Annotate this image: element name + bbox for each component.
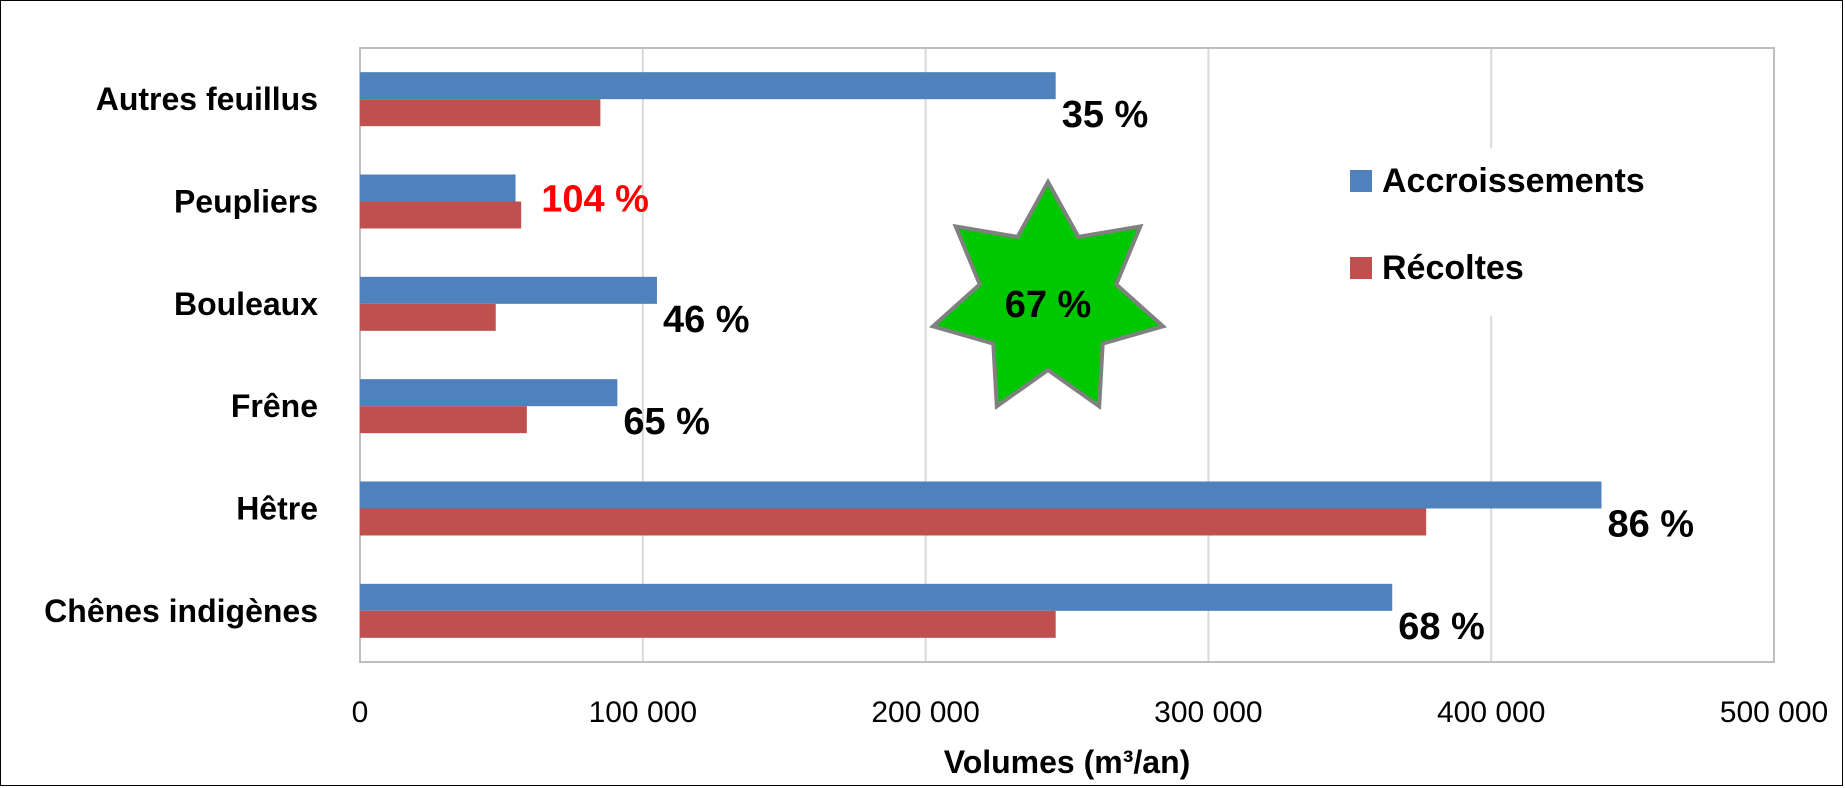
bars <box>360 72 1602 638</box>
bar-accroissements <box>360 276 657 304</box>
category-label: Bouleaux <box>174 286 318 322</box>
bar-accroissements <box>360 379 618 407</box>
legend-label-accroissements: Accroissements <box>1382 162 1645 200</box>
plot-area-border <box>359 47 1775 663</box>
percentage-labels: 35 % 104 % 46 % 65 % 86 % 68 % <box>541 94 1694 648</box>
bar-accroissements <box>360 72 1056 100</box>
star-callout: 67 % <box>928 177 1168 411</box>
percentage-label: 68 % <box>1398 606 1485 648</box>
bar-accroissements <box>360 481 1602 509</box>
legend-label-recoltes: Récoltes <box>1382 249 1524 287</box>
star-callout-label: 67 % <box>1005 284 1092 326</box>
star-shape <box>928 177 1168 411</box>
bar-accroissements <box>360 583 1393 611</box>
bar-recoltes <box>360 406 527 434</box>
x-tick-label: 400 000 <box>1437 696 1545 729</box>
bar-recoltes <box>360 508 1427 536</box>
percentage-label: 46 % <box>663 299 750 341</box>
percentage-label: 104 % <box>541 179 649 221</box>
bar-recoltes <box>360 610 1056 638</box>
x-tick-label: 500 000 <box>1720 696 1828 729</box>
legend-background <box>1340 148 1680 316</box>
x-tick-label: 200 000 <box>871 696 979 729</box>
legend: Accroissements Récoltes <box>1340 148 1680 316</box>
x-tick-labels: 0 100 000 200 000 300 000 400 000 500 000 <box>352 696 1829 729</box>
category-label: Peupliers <box>174 184 318 220</box>
x-axis-title: Volumes (m³/an) <box>944 744 1191 780</box>
x-tick-label: 300 000 <box>1154 696 1262 729</box>
x-tick-label: 100 000 <box>589 696 697 729</box>
x-tick-label: 0 <box>352 696 369 729</box>
category-label: Frêne <box>231 388 318 424</box>
category-label: Autres feuillus <box>96 81 318 117</box>
bar-accroissements <box>360 174 516 202</box>
percentage-label: 35 % <box>1062 94 1149 136</box>
category-label: Chênes indigènes <box>44 593 318 629</box>
category-label: Hêtre <box>236 491 318 527</box>
bar-recoltes <box>360 201 522 229</box>
legend-swatch-recoltes <box>1350 257 1372 279</box>
percentage-label: 86 % <box>1607 504 1694 546</box>
percentage-label: 65 % <box>623 401 710 443</box>
bar-recoltes <box>360 303 496 331</box>
legend-swatch-accroissements <box>1350 170 1372 192</box>
bar-recoltes <box>360 99 601 127</box>
category-labels: Autres feuillus Peupliers Bouleaux Frêne Hêt… <box>44 81 318 629</box>
